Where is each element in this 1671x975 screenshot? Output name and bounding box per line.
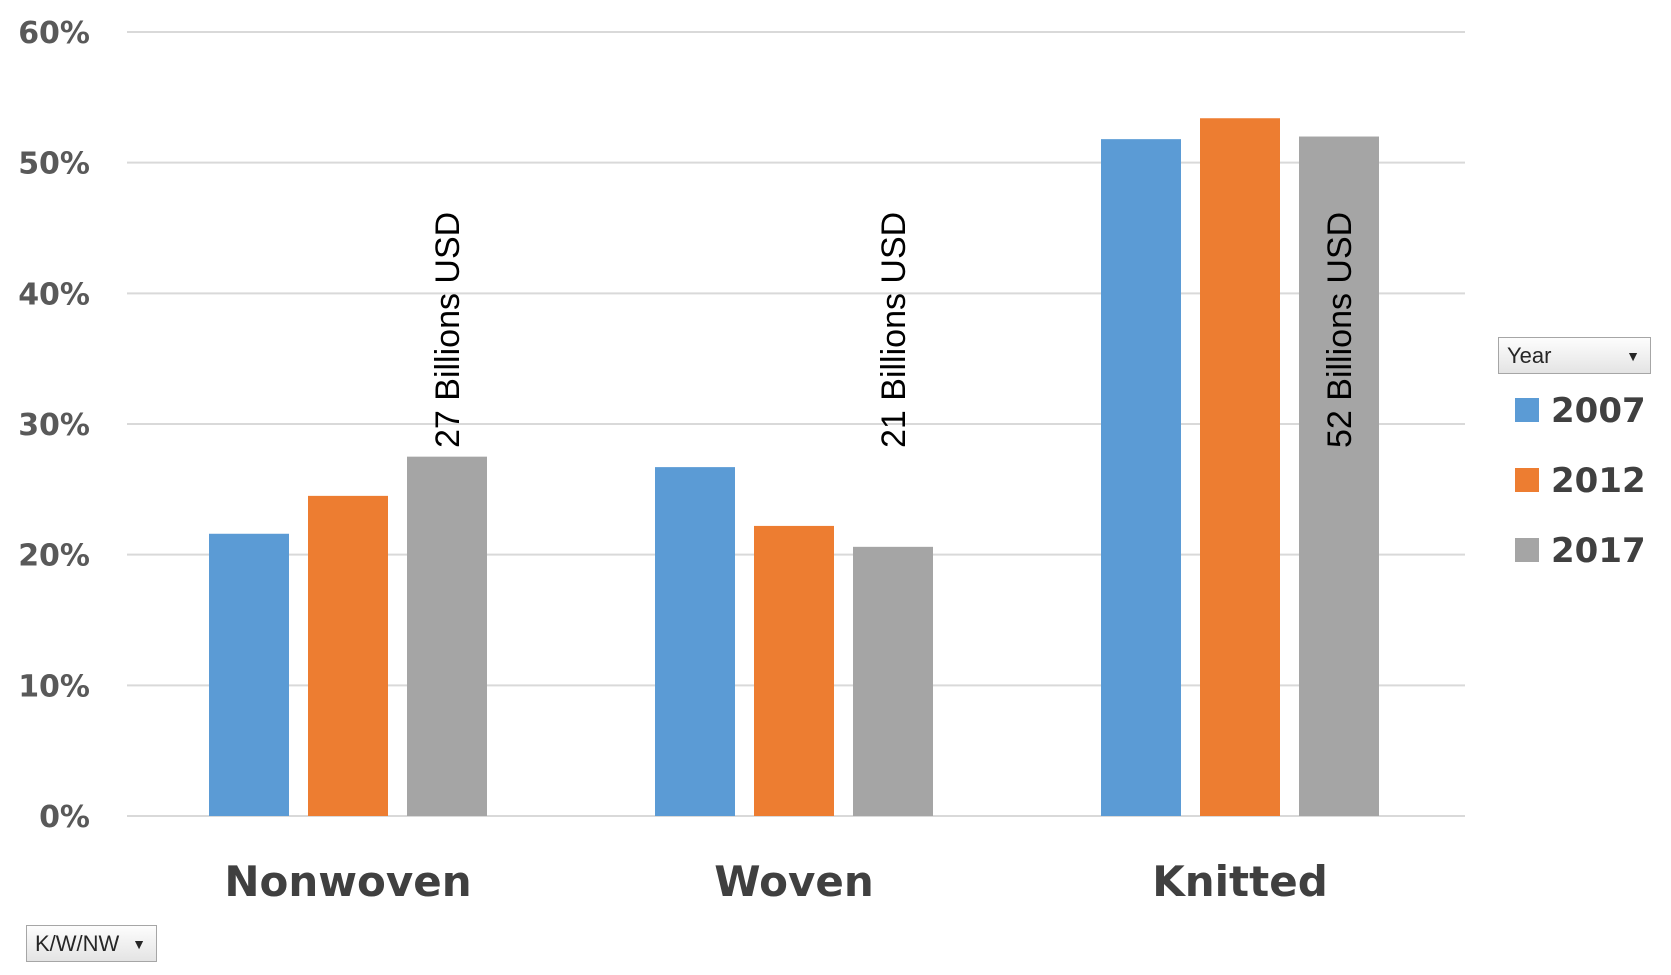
data-label-woven: 21 Billions USD (875, 212, 913, 448)
y-tick-label: 20% (18, 539, 90, 574)
y-tick-label: 10% (18, 669, 90, 704)
legend-label-2012: 2012 (1551, 461, 1646, 501)
legend-swatch-2017 (1515, 538, 1539, 562)
bar-knitted-2017 (1299, 136, 1379, 817)
x-axis: Nonwoven Woven Knitted (224, 857, 1327, 906)
legend-field-label: Year (1507, 342, 1552, 368)
y-tick-label: 0% (39, 800, 90, 835)
x-tick-label: Woven (714, 857, 873, 906)
x-tick-label: Knitted (1152, 857, 1328, 906)
data-labels: 27 Billions USD 21 Billions USD 52 Billion… (429, 212, 1359, 448)
axis-field-filter-button[interactable]: K/W/NW ▼ (26, 925, 157, 962)
bar-nonwoven-2012 (308, 495, 388, 816)
legend: 2007 2012 2017 (1515, 391, 1646, 571)
y-axis: 0% 10% 20% 30% 40% 50% 60% (18, 16, 90, 835)
y-tick-label: 50% (18, 147, 90, 182)
bar-woven-2017 (853, 546, 933, 816)
bar-nonwoven-2007 (209, 533, 289, 816)
bar-knitted-2012 (1200, 118, 1280, 817)
legend-label-2017: 2017 (1551, 531, 1646, 571)
bars (209, 118, 1379, 817)
chevron-down-icon: ▼ (1626, 347, 1640, 364)
axis-field-label: K/W/NW (35, 930, 120, 956)
bar-knitted-2007 (1101, 139, 1181, 816)
chevron-down-icon: ▼ (132, 935, 146, 952)
bar-woven-2007 (655, 467, 735, 816)
y-tick-label: 30% (18, 408, 90, 443)
y-tick-label: 60% (18, 16, 90, 51)
data-label-knitted: 52 Billions USD (1321, 212, 1359, 448)
bar-woven-2012 (754, 525, 834, 816)
legend-swatch-2012 (1515, 468, 1539, 492)
bar-nonwoven-2017 (407, 456, 487, 816)
legend-field-filter-button[interactable]: Year ▼ (1498, 337, 1651, 374)
legend-swatch-2007 (1515, 398, 1539, 422)
legend-label-2007: 2007 (1551, 391, 1646, 431)
y-tick-label: 40% (18, 277, 90, 312)
x-tick-label: Nonwoven (224, 857, 471, 906)
data-label-nonwoven: 27 Billions USD (429, 212, 467, 448)
